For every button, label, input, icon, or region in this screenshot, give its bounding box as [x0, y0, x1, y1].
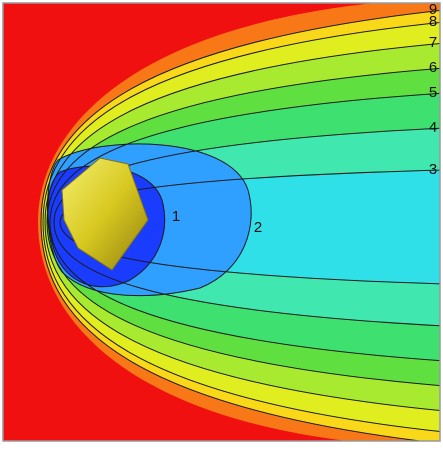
contour-label: 3 — [429, 161, 437, 178]
contour-line — [47, 143, 252, 297]
plot-area — [3, 3, 440, 441]
capsule — [61, 157, 149, 271]
contour-label: 9 — [429, 1, 437, 18]
contour-label: 8 — [429, 13, 437, 30]
contour-label: 5 — [429, 84, 437, 101]
contour-line — [47, 165, 166, 288]
contour-label: 2 — [254, 219, 262, 236]
contour-label: 1 — [172, 208, 180, 225]
contour-label: 6 — [429, 59, 437, 76]
contour-label: 7 — [429, 34, 437, 51]
contour-line — [40, 10, 440, 441]
frame — [2, 2, 441, 442]
contour-line — [46, 67, 440, 387]
contour-line — [59, 169, 440, 285]
contour-line — [42, 22, 440, 432]
contour-line — [53, 127, 440, 327]
contour-line — [44, 42, 440, 411]
contour-line — [49, 92, 440, 362]
contour-label: 4 — [429, 119, 437, 136]
